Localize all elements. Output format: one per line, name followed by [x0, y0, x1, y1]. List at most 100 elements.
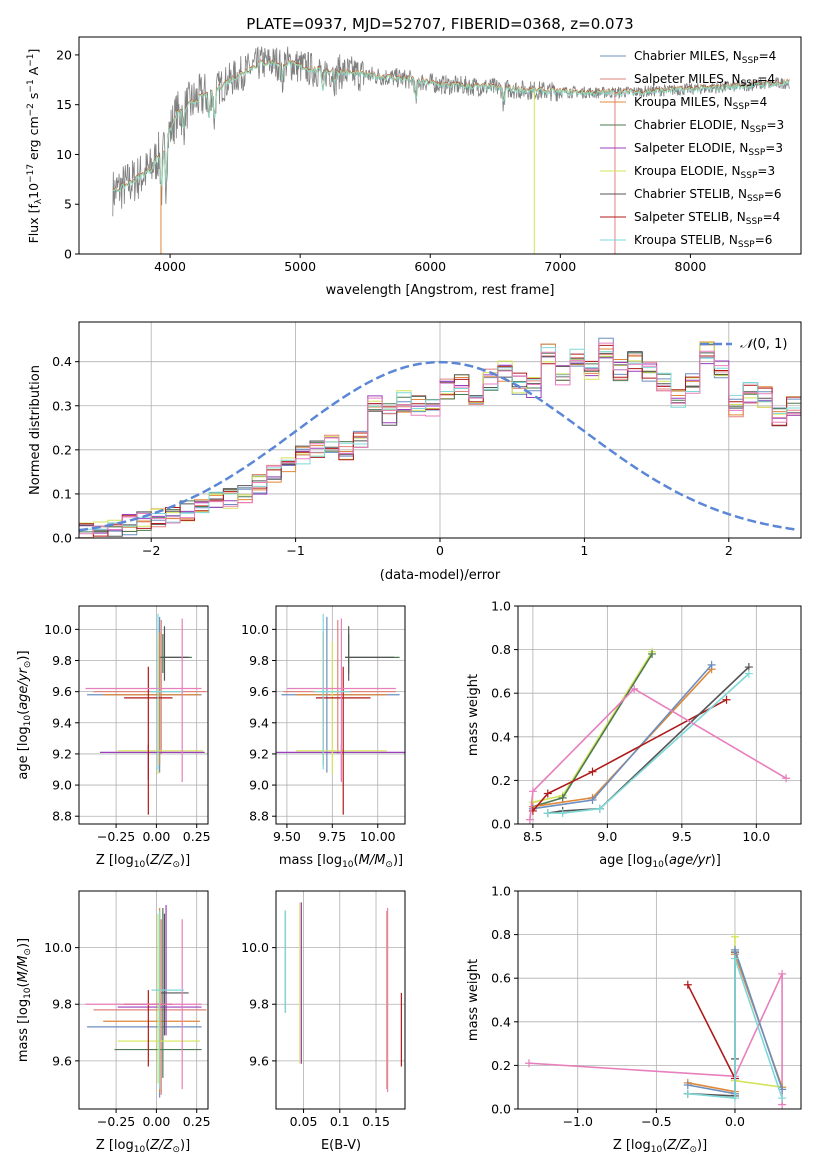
x-axis-label: wavelength [Angstrom, rest frame]: [326, 283, 555, 298]
legend-entry: 𝒩(0, 1): [740, 337, 787, 352]
x-tick-label: 9.50: [273, 829, 301, 844]
y-axis-label: age [log10(age/yr⊙)]: [16, 650, 33, 779]
weight-marker: [558, 809, 567, 818]
weight-series: [547, 666, 750, 814]
y-tick-label: 9.4: [52, 715, 72, 730]
mass_vs_ebv-axes: [276, 891, 405, 1109]
y-tick-label: 1.0: [491, 599, 511, 614]
x-tick-label: 0.05: [290, 1114, 318, 1129]
x-tick-label: 0: [436, 543, 444, 558]
gaussian-curve: [79, 360, 799, 532]
histogram-series: [79, 351, 801, 537]
y-tick-label: 10.0: [241, 622, 269, 637]
weight-series: [687, 952, 736, 1079]
y-tick-label: 5: [64, 197, 72, 212]
histogram-series: [79, 344, 801, 538]
y-tick-label: 0.1: [52, 486, 72, 501]
weight-marker: [730, 954, 739, 963]
age_vs_Z-plot: [85, 613, 207, 815]
x-axis-label: mass [log10(M/M⊙)]: [279, 853, 403, 870]
x-tick-label: 0.25: [183, 829, 211, 844]
y-tick-label: 8.8: [249, 809, 269, 824]
weight-marker: [543, 809, 552, 818]
x-tick-label: 0.1: [330, 1114, 350, 1129]
axes-frame: [78, 605, 209, 825]
weight-series: [532, 668, 713, 808]
legend-entry: Chabrier MILES, NSSP=4: [634, 49, 776, 66]
x-tick-label: 5000: [284, 259, 316, 274]
y-tick-label: 9.6: [249, 684, 269, 699]
legend-entry: Kroupa STELIB, NSSP=6: [634, 233, 772, 250]
weight-marker: [707, 660, 716, 669]
x-tick-label: 8.5: [523, 829, 543, 844]
x-tick-label: −1: [286, 543, 304, 558]
x-tick-label: 0.25: [183, 1114, 211, 1129]
weight-marker: [722, 695, 731, 704]
x-tick-label: 0.0: [725, 1114, 745, 1129]
y-axis-label: Flux [fλ10−17 erg cm−2 s−1 A−1]: [26, 49, 44, 244]
weight-series: [532, 698, 727, 812]
x-tick-label: 8000: [675, 259, 707, 274]
legend-entry: Chabrier ELODIE, NSSP=3: [634, 118, 784, 135]
y-tick-label: 10.0: [241, 940, 269, 955]
weight-series: [532, 651, 653, 803]
x-axis-label: Z [log10(Z/Z⊙)]: [96, 1138, 190, 1155]
x-tick-label: 7000: [544, 259, 576, 274]
y-tick-label: 0.6: [491, 686, 511, 701]
y-tick-label: 9.8: [249, 653, 269, 668]
y-axis-label: mass weight: [466, 959, 481, 1041]
residual_hist-plot: [79, 337, 801, 538]
x-axis-label: age [log10(age/yr)]: [599, 853, 721, 870]
weight-marker: [588, 796, 597, 805]
y-tick-label: 9.2: [52, 746, 72, 761]
legend-entry: Salpeter ELODIE, NSSP=3: [634, 141, 783, 158]
histogram-series: [79, 344, 801, 537]
histogram-series: [79, 343, 801, 533]
y-tick-label: 0.4: [491, 729, 511, 744]
x-tick-label: 6000: [414, 259, 446, 274]
weight-marker: [648, 649, 657, 658]
x-tick-label: 4000: [154, 259, 186, 274]
weight-marker: [730, 945, 739, 954]
figure-title: PLATE=0937, MJD=52707, FIBERID=0368, z=0…: [246, 15, 633, 33]
y-tick-label: 0.2: [52, 442, 72, 457]
y-tick-label: 9.6: [52, 1053, 72, 1068]
x-tick-label: −1.0: [563, 1114, 593, 1129]
weight-series: [529, 687, 787, 820]
age_vs_mass-plot: [276, 613, 405, 815]
weight-series: [734, 936, 783, 1088]
y-tick-label: 9.8: [52, 653, 72, 668]
weight_vs_age-plot: [525, 647, 791, 824]
weight-series: [687, 958, 783, 1099]
legend-entry: Kroupa ELODIE, NSSP=3: [634, 164, 775, 181]
x-tick-label: −0.5: [641, 1114, 671, 1129]
y-tick-label: 1.0: [491, 884, 511, 899]
legend-entry: Kroupa MILES, NSSP=4: [634, 95, 767, 112]
weight-marker: [730, 932, 739, 941]
y-tick-label: 0.8: [491, 927, 511, 942]
weight-marker: [778, 969, 787, 978]
mass_vs_Z-plot: [85, 905, 207, 1098]
y-tick-label: 0.4: [52, 354, 72, 369]
y-tick-label: 9.6: [52, 684, 72, 699]
y-tick-label: 9.4: [249, 715, 269, 730]
y-axis-label: mass weight: [466, 674, 481, 756]
mass_vs_ebv-frame: 0.05 0.1 0.15 9.6 9.8 10.0: [241, 890, 406, 1129]
y-tick-label: 0.0: [491, 817, 511, 832]
age_vs_Z-axes: [79, 606, 208, 824]
weight-marker: [744, 669, 753, 678]
legend-entry: Salpeter STELIB, NSSP=4: [634, 210, 780, 227]
y-tick-label: 0: [64, 247, 72, 262]
axes-frame: [275, 605, 406, 825]
weight-marker: [525, 1059, 534, 1068]
y-tick-label: 15: [56, 97, 72, 112]
weight_vs_Z-axes: [518, 890, 801, 1110]
axes-frame: [275, 890, 406, 1110]
x-tick-label: 0.15: [362, 1114, 390, 1129]
spectrum-legend: Chabrier MILES, NSSP=4 Salpeter MILES, NS…: [600, 49, 784, 250]
x-tick-label: 1: [580, 543, 588, 558]
histogram-series: [79, 356, 801, 534]
y-tick-label: 9.0: [249, 778, 269, 793]
age_vs_mass-frame: 9.50 9.75 10.00 8.8 9.0 9.2 9.4 9.6 9.8 10.0: [241, 605, 406, 844]
